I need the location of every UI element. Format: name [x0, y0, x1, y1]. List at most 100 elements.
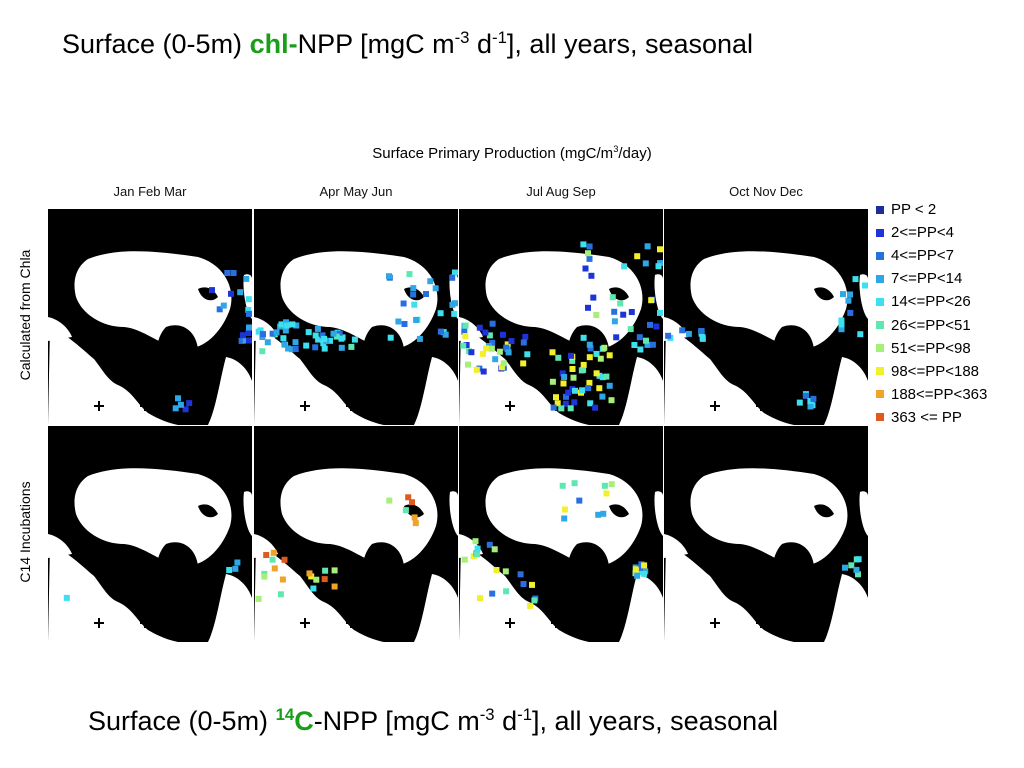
pp-data-pixel	[641, 562, 648, 569]
legend-item: 7<=PP<14	[876, 267, 987, 290]
pp-data-pixel	[627, 326, 634, 333]
slide-title-prefix: Surface (0-5m)	[62, 29, 250, 59]
pp-data-pixel	[520, 360, 527, 367]
pp-data-pixel	[283, 319, 289, 326]
slide-title-middle: NPP [mgC m	[297, 29, 455, 59]
pp-data-pixel	[580, 361, 587, 368]
pp-data-pixel	[597, 355, 604, 362]
pp-data-pixel	[592, 404, 599, 411]
pp-data-pixel	[489, 590, 496, 597]
pp-data-pixel	[477, 595, 483, 602]
map-panel-chla-jas	[459, 209, 663, 425]
pp-data-pixel	[489, 320, 496, 327]
pp-data-pixel	[600, 510, 607, 517]
figure-title: Surface Primary Production (mgC/m3/day)	[0, 144, 1024, 163]
pp-data-pixel	[246, 337, 252, 344]
pp-data-pixel	[531, 597, 538, 604]
pp-data-pixel	[554, 400, 561, 407]
pp-data-pixel	[386, 273, 392, 280]
pp-data-pixel	[321, 576, 328, 583]
pp-data-pixel	[493, 567, 500, 573]
pp-data-pixel	[280, 335, 287, 342]
pp-data-pixel	[570, 374, 577, 381]
season-label-ond: Oct Nov Dec	[729, 184, 803, 199]
slide-title-suffix: ], all years, seasonal	[506, 29, 754, 59]
pp-data-pixel	[239, 332, 246, 339]
pp-data-pixel	[257, 327, 264, 334]
pp-data-pixel	[273, 329, 280, 336]
pp-data-pixel	[572, 387, 578, 394]
pp-data-pixel	[486, 332, 493, 339]
pp-data-pixel	[449, 301, 456, 308]
pp-data-pixel	[524, 351, 531, 358]
pp-data-pixel	[292, 346, 299, 352]
legend-swatch	[876, 367, 884, 376]
legend-item: 26<=PP<51	[876, 313, 987, 336]
pp-data-pixel	[590, 294, 597, 301]
map-panel-c14-amj	[254, 426, 458, 642]
slide-title-highlight: chl-	[249, 29, 298, 59]
pp-data-pixel	[620, 311, 627, 318]
pp-data-pixel	[271, 565, 278, 572]
pp-data-pixel	[838, 321, 845, 328]
pp-data-pixel	[237, 289, 244, 296]
pp-data-pixel	[492, 356, 499, 363]
pp-data-pixel	[246, 310, 252, 317]
pp-data-pixel	[216, 306, 223, 313]
pp-data-pixel	[555, 354, 562, 361]
pp-data-pixel	[279, 576, 286, 583]
pp-data-pixel	[644, 243, 651, 250]
pp-data-pixel	[657, 309, 663, 316]
pp-data-pixel	[567, 405, 574, 412]
pp-data-pixel	[277, 591, 284, 598]
pp-data-pixel	[243, 275, 250, 282]
pp-data-pixel	[609, 294, 616, 301]
pp-data-pixel	[462, 333, 469, 339]
pp-data-pixel	[333, 333, 340, 340]
pp-data-pixel	[503, 588, 510, 595]
pp-data-pixel	[310, 585, 317, 592]
pp-data-pixel	[460, 342, 467, 349]
legend-item: PP < 2	[876, 198, 987, 221]
legend-label: 2<=PP<4	[891, 224, 954, 242]
pp-data-pixel	[412, 520, 419, 527]
pp-data-pixel	[410, 285, 417, 292]
pp-data-pixel	[585, 385, 592, 392]
pp-data-pixel	[416, 335, 423, 342]
pp-data-pixel	[628, 309, 635, 315]
legend-label: 7<=PP<14	[891, 270, 963, 288]
pp-data-pixel	[586, 341, 593, 348]
slide-subtitle-sup2: -1	[517, 705, 533, 724]
pp-data-pixel	[847, 291, 853, 298]
pp-data-pixel	[489, 339, 496, 346]
pp-data-pixel	[270, 549, 277, 556]
legend-label: 363 <= PP	[891, 408, 962, 426]
pp-data-pixel	[281, 556, 288, 563]
slide-subtitle-highlight: C	[294, 706, 314, 736]
pp-data-pixel	[488, 345, 495, 352]
pp-data-pixel	[500, 360, 507, 367]
pp-data-pixel	[838, 317, 845, 324]
pp-data-pixel	[175, 395, 181, 402]
pp-data-pixel	[582, 265, 589, 272]
legend-item: 363 <= PP	[876, 406, 987, 429]
pp-data-pixel	[565, 389, 572, 396]
pp-data-pixel	[312, 344, 319, 351]
slide-title: Surface (0-5m) chl-NPP [mgC m-3 d-1], al…	[62, 28, 753, 60]
pp-data-pixel	[330, 330, 337, 337]
polar-map-graphic	[254, 251, 458, 425]
polar-map-graphic	[664, 251, 868, 425]
pp-data-pixel	[587, 345, 594, 352]
pp-data-pixel	[599, 393, 606, 400]
pp-data-pixel	[292, 339, 299, 346]
legend-swatch	[876, 228, 884, 237]
pp-data-pixel	[606, 352, 613, 359]
pp-data-pixel	[699, 335, 706, 342]
pp-data-pixel	[486, 541, 493, 548]
slide-subtitle-middle2: d	[494, 706, 518, 736]
season-label-jas: Jul Aug Sep	[526, 184, 596, 199]
pp-data-pixel	[224, 270, 231, 276]
pp-data-pixel	[601, 344, 608, 351]
pp-data-pixel	[480, 350, 486, 357]
pp-data-pixel	[593, 312, 600, 318]
